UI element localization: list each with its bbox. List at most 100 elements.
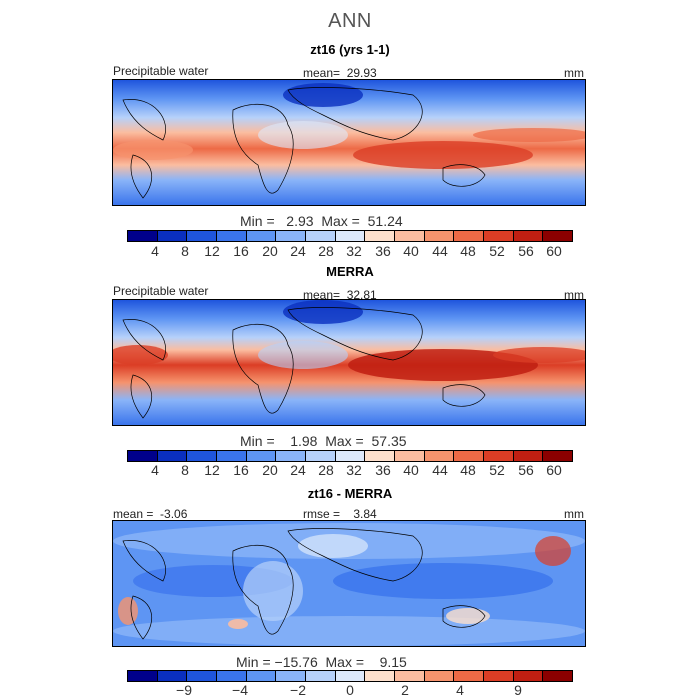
colorbar-swatch (246, 671, 277, 681)
colorbar-swatch (157, 231, 188, 241)
colorbar-swatch (484, 451, 514, 461)
colorbar-swatch (217, 671, 247, 681)
colorbar-tick: 8 (181, 462, 189, 478)
panel2-colorbar (127, 450, 573, 462)
colorbar-tick: −4 (232, 682, 248, 698)
colorbar-swatch (513, 231, 544, 241)
colorbar-tick: 48 (460, 243, 476, 259)
colorbar-swatch (454, 451, 485, 461)
colorbar-tick: 60 (546, 243, 562, 259)
colorbar-swatch (335, 671, 366, 681)
colorbar-swatch (187, 671, 218, 681)
colorbar-swatch (246, 451, 277, 461)
colorbar-tick: 12 (204, 243, 220, 259)
colorbar-swatch (395, 231, 425, 241)
colorbar-swatch (128, 231, 158, 241)
colorbar-tick: 0 (346, 682, 354, 698)
panel1-coastlines-icon (122, 87, 486, 199)
panel3-colorbar (127, 670, 573, 682)
colorbar-tick: 4 (151, 462, 159, 478)
colorbar-swatch (484, 231, 514, 241)
colorbar-tick: 20 (262, 243, 278, 259)
colorbar-swatch (365, 451, 396, 461)
colorbar-swatch (365, 671, 396, 681)
colorbar-swatch (306, 451, 336, 461)
colorbar-tick: 28 (318, 243, 334, 259)
panel1-mean: mean= 29.93 (303, 66, 377, 80)
colorbar-swatch (454, 671, 485, 681)
colorbar-swatch (128, 451, 158, 461)
colorbar-tick: 4 (151, 243, 159, 259)
panel2-mean: mean= 32.81 (303, 288, 377, 302)
colorbar-swatch (454, 231, 485, 241)
colorbar-swatch (395, 671, 425, 681)
panel3-title: zt16 - MERRA (307, 486, 393, 501)
colorbar-tick: 40 (403, 462, 419, 478)
colorbar-swatch (424, 671, 455, 681)
colorbar-tick: 56 (518, 243, 534, 259)
colorbar-tick: 32 (346, 462, 362, 478)
panel3-coastlines-icon (122, 528, 486, 640)
colorbar-swatch (543, 231, 573, 241)
panel3-minmax: Min = −15.76 Max = 9.15 (236, 654, 407, 670)
colorbar-swatch (484, 671, 514, 681)
colorbar-tick: 56 (518, 462, 534, 478)
colorbar-swatch (335, 451, 366, 461)
panel1-colorbar (127, 230, 573, 242)
colorbar-tick: 48 (460, 462, 476, 478)
colorbar-swatch (395, 451, 425, 461)
colorbar-swatch (157, 671, 188, 681)
panel2-map (112, 299, 586, 426)
colorbar-swatch (128, 671, 158, 681)
colorbar-swatch (424, 451, 455, 461)
colorbar-tick: 9 (514, 682, 522, 698)
colorbar-tick: 44 (432, 243, 448, 259)
panel2-coastlines-icon (122, 307, 486, 419)
colorbar-swatch (246, 231, 277, 241)
panel3-rmse: rmse = 3.84 (303, 507, 377, 521)
colorbar-tick: −9 (176, 682, 192, 698)
colorbar-tick: 36 (375, 462, 391, 478)
panel3-map (112, 520, 586, 647)
colorbar-swatch (513, 451, 544, 461)
colorbar-tick: 28 (318, 462, 334, 478)
colorbar-swatch (306, 671, 336, 681)
colorbar-swatch (157, 451, 188, 461)
panel2-units: mm (564, 288, 584, 302)
colorbar-tick: 60 (546, 462, 562, 478)
colorbar-tick: 52 (489, 462, 505, 478)
colorbar-tick: 20 (262, 462, 278, 478)
colorbar-swatch (217, 451, 247, 461)
colorbar-tick: 16 (233, 462, 249, 478)
colorbar-swatch (276, 671, 307, 681)
colorbar-tick: 16 (233, 243, 249, 259)
colorbar-swatch (187, 451, 218, 461)
colorbar-tick: 40 (403, 243, 419, 259)
colorbar-swatch (217, 231, 247, 241)
colorbar-swatch (187, 231, 218, 241)
panel3-units: mm (564, 507, 584, 521)
colorbar-tick: 4 (456, 682, 464, 698)
colorbar-tick: 2 (401, 682, 409, 698)
colorbar-swatch (513, 671, 544, 681)
colorbar-tick: −2 (290, 682, 306, 698)
colorbar-swatch (276, 231, 307, 241)
panel2-title: MERRA (326, 264, 374, 279)
colorbar-swatch (543, 671, 573, 681)
colorbar-tick: 24 (290, 462, 306, 478)
colorbar-tick: 24 (290, 243, 306, 259)
panel3-mean: mean = -3.06 (113, 507, 188, 521)
panel2-minmax: Min = 1.98 Max = 57.35 (240, 433, 407, 449)
colorbar-swatch (306, 231, 336, 241)
colorbar-swatch (276, 451, 307, 461)
colorbar-swatch (543, 451, 573, 461)
panel1-minmax: Min = 2.93 Max = 51.24 (240, 213, 403, 229)
panel2-field-label: Precipitable water (113, 284, 209, 298)
colorbar-tick: 36 (375, 243, 391, 259)
panel1-field-label: Precipitable water (113, 64, 209, 78)
colorbar-tick: 52 (489, 243, 505, 259)
colorbar-swatch (424, 231, 455, 241)
colorbar-tick: 44 (432, 462, 448, 478)
panel1-title: zt16 (yrs 1-1) (310, 42, 390, 57)
panel1-units: mm (564, 66, 584, 80)
